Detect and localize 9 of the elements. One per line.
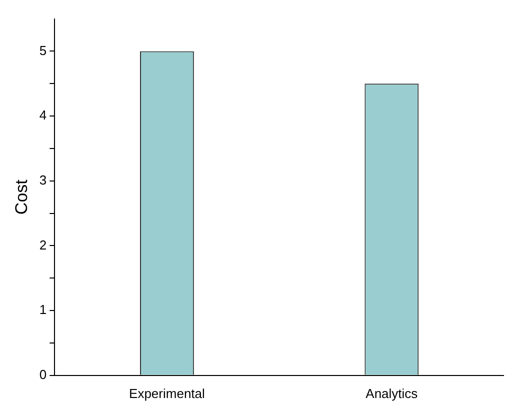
y-tick-label: 4 bbox=[39, 108, 47, 123]
y-tick-label: 3 bbox=[39, 172, 47, 188]
x-tick-label: Analytics bbox=[366, 386, 418, 401]
y-tick-label: 2 bbox=[39, 237, 47, 252]
y-tick-label: 1 bbox=[39, 302, 47, 318]
x-tick-label: Experimental bbox=[129, 386, 206, 401]
y-tick-label: 5 bbox=[39, 42, 47, 58]
y-tick-label: 0 bbox=[39, 366, 47, 382]
y-axis-title: Cost bbox=[12, 179, 31, 215]
